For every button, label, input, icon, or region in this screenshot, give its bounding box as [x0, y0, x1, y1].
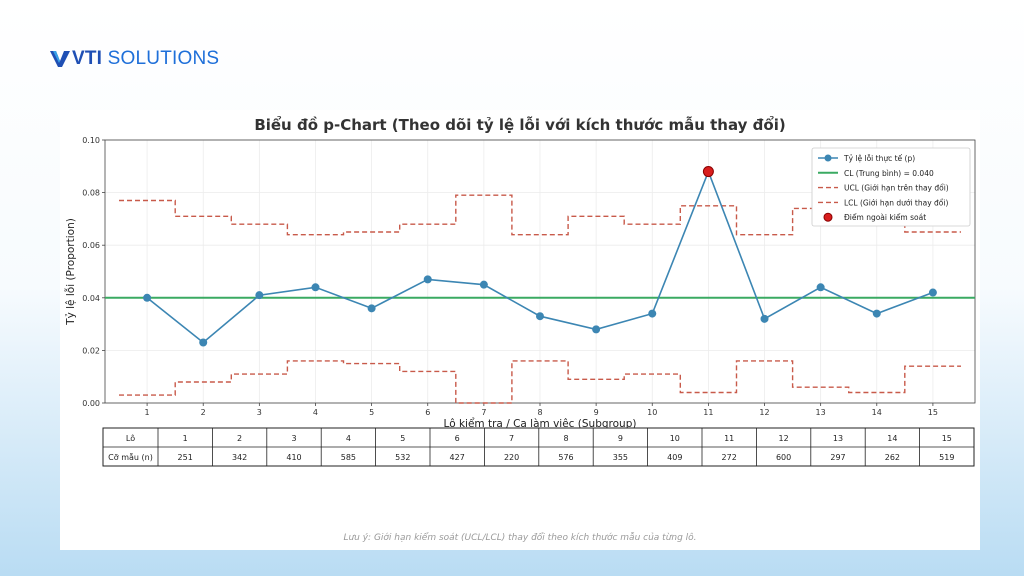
table-cell-sample-size: 410 [286, 453, 301, 462]
p-chart: Biểu đồ p-Chart (Theo dõi tỷ lệ lỗi với … [64, 115, 976, 467]
brand-logo: VTI SOLUTIONS [50, 48, 219, 70]
table-cell-sample-size: 262 [885, 453, 900, 462]
table-cell-sample-size: 297 [830, 453, 845, 462]
x-tick-label: 1 [145, 408, 150, 417]
x-tick-label: 5 [369, 408, 374, 417]
x-tick-label: 13 [816, 408, 826, 417]
legend-box [811, 147, 971, 227]
legend-label: CL (Trung bình) = 0.040 [844, 169, 934, 178]
y-tick-label: 0.02 [82, 346, 100, 355]
x-tick-label: 3 [257, 408, 262, 417]
p-data-point [872, 309, 881, 318]
p-data-point [479, 280, 488, 289]
table-cell-sample-size: 220 [504, 453, 519, 462]
p-data-point [648, 309, 657, 318]
table-cell-sample-size: 409 [667, 453, 682, 462]
p-data-point [255, 291, 264, 300]
lcl-step-line [119, 360, 961, 404]
table-cell-lot: 2 [237, 434, 242, 443]
x-tick-label: 15 [928, 408, 938, 417]
table-header-sample-size: Cỡ mẫu (n) [108, 452, 153, 462]
brand-logo-icon [50, 51, 70, 67]
y-tick-label: 0.10 [82, 136, 100, 145]
p-data-point [423, 275, 432, 284]
p-data-point [367, 304, 376, 313]
table-cell-sample-size: 532 [395, 453, 410, 462]
chart-title: Biểu đồ p-Chart (Theo dõi tỷ lệ lỗi với … [254, 115, 785, 134]
brand-suffix: SOLUTIONS [102, 48, 220, 69]
x-tick-label: 6 [425, 408, 430, 417]
p-data-point [816, 283, 825, 292]
y-tick-label: 0.08 [82, 189, 100, 198]
legend-label: Điểm ngoài kiểm soát [844, 213, 926, 222]
table-cell-lot: 14 [887, 434, 897, 443]
p-data-point [311, 283, 320, 292]
p-data-point [143, 293, 152, 302]
table-cell-sample-size: 427 [450, 453, 465, 462]
x-tick-label: 11 [703, 408, 713, 417]
table-cell-lot: 6 [455, 434, 460, 443]
x-tick-label: 12 [759, 408, 769, 417]
table-cell-lot: 4 [346, 434, 351, 443]
brand-name: VTI SOLUTIONS [72, 49, 219, 69]
y-axis-label: Tỷ lệ lỗi (Proportion) [64, 218, 77, 326]
table-cell-sample-size: 355 [613, 453, 628, 462]
out-of-control-point [702, 166, 714, 178]
p-data-point [928, 288, 937, 297]
table-cell-sample-size: 519 [939, 453, 954, 462]
brand-prefix: VTI [72, 48, 103, 69]
table-cell-sample-size: 272 [722, 453, 737, 462]
x-tick-label: 9 [594, 408, 599, 417]
legend-swatch-p-marker [824, 154, 832, 162]
table-cell-sample-size: 585 [341, 453, 356, 462]
table-header-lot: Lô [126, 433, 135, 443]
p-data-point [199, 338, 208, 347]
x-tick-label: 14 [872, 408, 882, 417]
p-data-point [592, 325, 601, 334]
table-cell-lot: 15 [942, 434, 952, 443]
chart-card: Biểu đồ p-Chart (Theo dõi tỷ lệ lỗi với … [60, 110, 980, 550]
x-axis-label: Lô kiểm tra / Ca làm việc (Subgroup) [444, 417, 637, 430]
y-tick-label: 0.06 [82, 241, 100, 250]
legend-label: LCL (Giới hạn dưới thay đổi) [844, 198, 948, 207]
table-cell-lot: 3 [291, 434, 296, 443]
table-cell-sample-size: 600 [776, 453, 791, 462]
p-data-point [760, 314, 769, 323]
table-cell-lot: 5 [400, 434, 405, 443]
table-cell-lot: 7 [509, 434, 514, 443]
table-cell-lot: 11 [724, 434, 734, 443]
table-cell-lot: 8 [563, 434, 568, 443]
table-cell-sample-size: 576 [558, 453, 573, 462]
legend-label: UCL (Giới hạn trên thay đổi) [844, 184, 949, 193]
table-cell-sample-size: 342 [232, 453, 247, 462]
x-tick-label: 4 [313, 408, 318, 417]
x-tick-label: 2 [201, 408, 206, 417]
table-cell-sample-size: 251 [178, 453, 193, 462]
y-tick-label: 0.04 [82, 294, 100, 303]
x-tick-label: 7 [481, 408, 486, 417]
legend-label: Tỷ lệ lỗi thực tế (p) [843, 154, 915, 163]
table-cell-lot: 13 [833, 434, 843, 443]
legend-swatch-out-of-control [823, 212, 833, 222]
table-cell-lot: 1 [183, 434, 188, 443]
p-data-point [536, 312, 544, 321]
x-tick-label: 8 [537, 408, 542, 417]
footnote: Lưu ý: Giới hạn kiểm soát (UCL/LCL) thay… [343, 533, 697, 543]
table-cell-lot: 12 [779, 434, 789, 443]
y-tick-label: 0.00 [82, 399, 100, 408]
ucl-step-line [119, 194, 961, 236]
table-cell-lot: 10 [670, 434, 680, 443]
table-cell-lot: 9 [618, 434, 623, 443]
x-tick-label: 10 [647, 408, 657, 417]
